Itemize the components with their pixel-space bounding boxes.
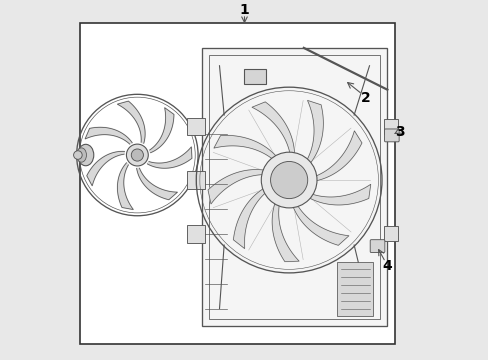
Bar <box>337 262 372 316</box>
Bar <box>187 171 205 189</box>
Circle shape <box>131 149 143 161</box>
Text: 4: 4 <box>382 259 391 273</box>
Polygon shape <box>309 131 361 182</box>
Bar <box>208 55 380 319</box>
Circle shape <box>126 144 148 166</box>
Polygon shape <box>149 108 174 153</box>
Polygon shape <box>137 168 177 200</box>
Text: 3: 3 <box>394 125 404 139</box>
Polygon shape <box>233 185 270 248</box>
Circle shape <box>261 152 316 208</box>
Bar <box>201 48 386 327</box>
Bar <box>187 225 205 243</box>
Polygon shape <box>207 170 270 204</box>
Polygon shape <box>117 163 133 210</box>
Polygon shape <box>251 102 294 160</box>
Polygon shape <box>303 184 370 205</box>
Ellipse shape <box>76 148 86 162</box>
Circle shape <box>270 162 307 199</box>
Bar <box>383 119 397 134</box>
Polygon shape <box>213 135 280 163</box>
FancyBboxPatch shape <box>80 23 394 344</box>
Text: 2: 2 <box>360 91 370 105</box>
Bar <box>244 69 265 84</box>
Polygon shape <box>272 197 299 262</box>
Bar <box>383 226 397 241</box>
Polygon shape <box>303 100 323 168</box>
Polygon shape <box>290 200 348 245</box>
Text: 1: 1 <box>239 3 249 17</box>
Polygon shape <box>117 101 145 143</box>
Circle shape <box>74 151 82 159</box>
Polygon shape <box>147 147 191 168</box>
FancyBboxPatch shape <box>384 129 398 142</box>
Ellipse shape <box>78 144 94 166</box>
FancyBboxPatch shape <box>369 240 384 252</box>
Polygon shape <box>86 151 124 186</box>
Bar <box>187 117 205 135</box>
Polygon shape <box>85 127 132 144</box>
